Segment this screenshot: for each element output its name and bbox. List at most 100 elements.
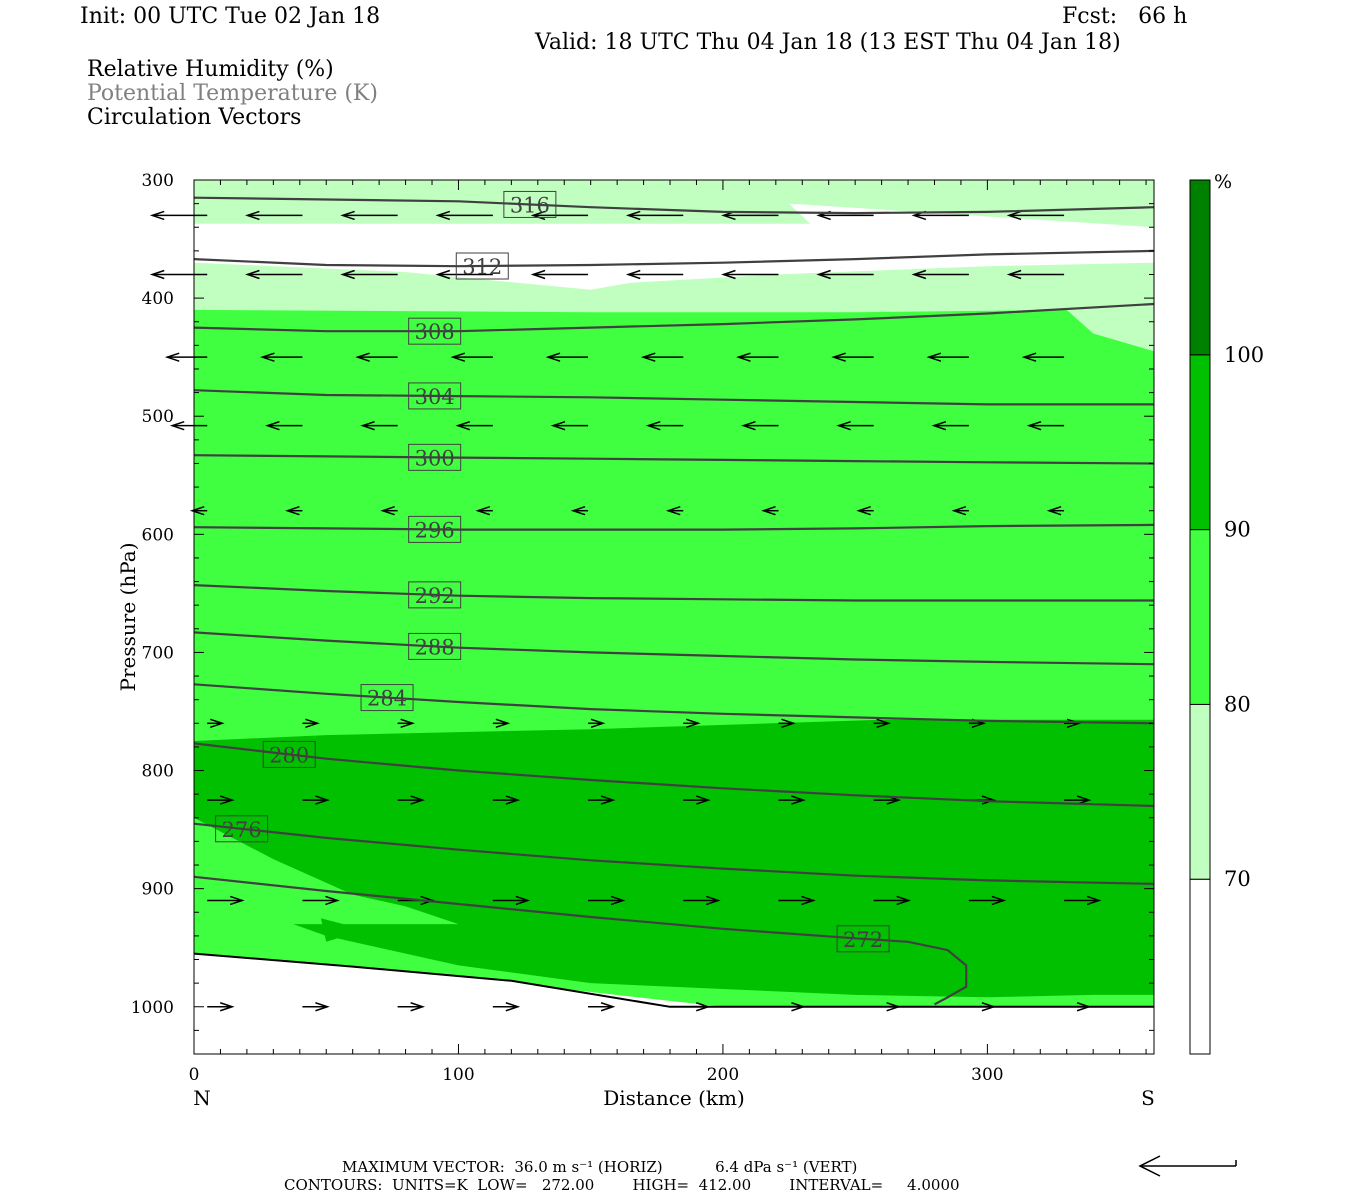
rh-fill-90-100-tongue xyxy=(320,918,366,942)
vector-head-29 xyxy=(1021,352,1037,362)
colorbar-swatch-1 xyxy=(1189,703,1211,880)
theta-contour-292 xyxy=(193,584,1154,602)
vector-head-66 xyxy=(791,795,806,805)
plot-frame xyxy=(193,179,1155,1055)
vector-head-83 xyxy=(505,1002,521,1012)
y-tick-label-800: 800 xyxy=(142,762,174,782)
vector-head-4 xyxy=(530,210,546,221)
vector-head-60 xyxy=(219,795,235,805)
init-time: Init: 00 UTC Tue 02 Jan 18 xyxy=(80,4,381,29)
theta-contour-316 xyxy=(193,196,1155,215)
vector-head-84 xyxy=(600,1002,616,1012)
vector-head-32 xyxy=(360,420,375,431)
y-tick-label-700: 700 xyxy=(142,643,174,663)
vector-head-23 xyxy=(450,352,466,362)
vector-head-43 xyxy=(475,505,491,516)
vector-head-50 xyxy=(209,718,225,729)
vector-head-55 xyxy=(686,718,701,729)
field-theta-label: Potential Temperature (K) xyxy=(87,81,378,106)
theta-label-304: 304 xyxy=(415,385,455,409)
vector-head-30 xyxy=(169,420,185,431)
theta-label-280: 280 xyxy=(269,743,309,767)
vector-head-71 xyxy=(325,895,340,906)
vector-head-0 xyxy=(149,210,165,221)
y-tick-label-400: 400 xyxy=(142,289,174,309)
vector-head-15 xyxy=(625,269,641,280)
theta-contours-layer xyxy=(193,196,1155,1008)
vector-head-49 xyxy=(1046,505,1062,516)
theta-contour-312 xyxy=(193,249,1155,268)
y-axis-label: Pressure (hPa) xyxy=(116,543,140,692)
theta-contour-284 xyxy=(193,683,1155,725)
circulation-vectors-layer xyxy=(149,210,1102,1012)
vector-head-63 xyxy=(505,795,521,805)
vector-head-9 xyxy=(1006,210,1022,221)
x-tick-label-100: 100 xyxy=(442,1065,474,1085)
colorbar-swatch-2 xyxy=(1189,529,1211,705)
theta-label-box-316 xyxy=(503,190,557,218)
y-tick-label-500: 500 xyxy=(142,407,174,427)
vector-head-33 xyxy=(455,420,471,431)
vector-head-19 xyxy=(1006,269,1022,280)
vector-head-27 xyxy=(831,352,846,362)
theta-label-box-304 xyxy=(408,382,462,410)
vector-head-21 xyxy=(260,352,275,362)
reference-vector xyxy=(1138,1155,1237,1177)
vector-head-37 xyxy=(836,420,851,431)
y-tick-label-1000: 1000 xyxy=(131,998,174,1018)
theta-contour-288 xyxy=(193,631,1155,666)
below-ground xyxy=(194,953,1154,1054)
theta-contour-308 xyxy=(193,302,1155,333)
axes-layer: 300 400 500 600 700 800 900 1000 0 100 200 300 xyxy=(131,171,1154,1085)
vector-head-51 xyxy=(305,718,320,729)
theta-label-box-288 xyxy=(408,632,462,660)
theta-label-box-292 xyxy=(408,581,462,609)
theta-label-box-312 xyxy=(455,252,509,280)
colorbar-swatch-4 xyxy=(1189,179,1211,356)
x-axis-label: Distance (km) xyxy=(603,1086,745,1110)
theta-label-292: 292 xyxy=(415,584,455,608)
vector-head-62 xyxy=(410,795,426,805)
rh-fill-layer xyxy=(194,180,1154,1054)
vector-head-54 xyxy=(590,718,606,729)
colorbar-level-100: 100 xyxy=(1224,343,1264,367)
vector-head-34 xyxy=(550,420,566,431)
theta-contour-280 xyxy=(193,742,1155,808)
vector-head-75 xyxy=(706,895,721,906)
y-tick-label-600: 600 xyxy=(142,525,174,545)
vector-head-13 xyxy=(435,269,451,280)
colorbar-swatch-3 xyxy=(1189,354,1211,531)
y-tick-label-900: 900 xyxy=(142,880,174,900)
vector-head-28 xyxy=(926,352,942,362)
theta-contour-296 xyxy=(193,523,1155,531)
vector-head-17 xyxy=(816,269,831,280)
vector-head-1 xyxy=(245,210,260,221)
theta-label-300: 300 xyxy=(415,446,455,470)
vector-head-47 xyxy=(856,505,871,516)
vector-head-52 xyxy=(400,718,416,729)
colorbar-level-80: 80 xyxy=(1224,692,1251,716)
rh-fill-90-100-core xyxy=(194,719,1154,998)
colorbar: 70 80 90 100% xyxy=(1189,171,1264,1055)
rh-fill-70-80-upper xyxy=(194,180,1154,224)
theta-contour-272 xyxy=(193,875,968,1006)
theta-label-296: 296 xyxy=(415,518,455,542)
vector-head-40 xyxy=(189,505,205,516)
vector-head-56 xyxy=(781,718,796,729)
vector-head-70 xyxy=(229,895,245,906)
theta-label-308: 308 xyxy=(415,320,455,344)
vector-head-73 xyxy=(515,895,531,906)
vector-head-81 xyxy=(315,1002,330,1012)
x-tick-label-300: 300 xyxy=(971,1065,1003,1085)
vector-head-31 xyxy=(265,420,280,431)
theta-label-312: 312 xyxy=(462,255,502,279)
theta-label-box-272 xyxy=(836,925,890,953)
theta-label-box-276 xyxy=(215,815,269,843)
theta-label-box-284 xyxy=(360,684,414,712)
vector-head-24 xyxy=(545,352,561,362)
vector-head-36 xyxy=(741,420,756,431)
vector-head-76 xyxy=(801,895,816,906)
vector-head-18 xyxy=(911,269,927,280)
vector-head-68 xyxy=(981,795,997,805)
vector-head-77 xyxy=(896,895,912,906)
